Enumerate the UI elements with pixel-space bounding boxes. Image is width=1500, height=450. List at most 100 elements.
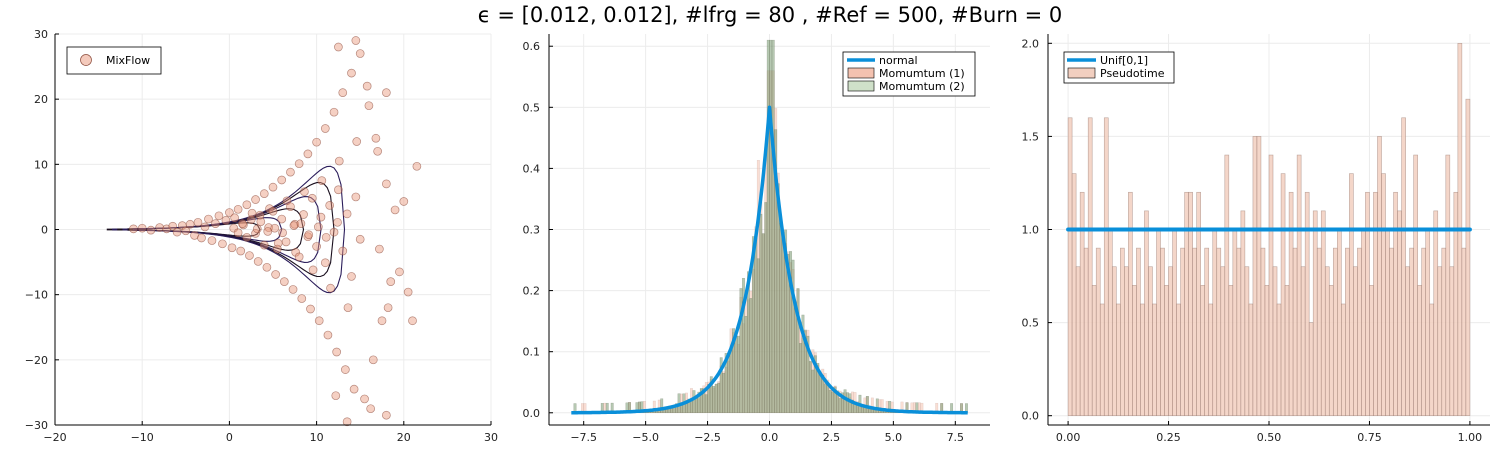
scatter-point <box>246 215 256 225</box>
scatter-point <box>326 283 335 293</box>
scatter-point <box>382 179 391 189</box>
scatter-point <box>233 228 243 238</box>
histogram-bar-pseudotime <box>1256 136 1262 416</box>
scatter-point <box>245 251 254 260</box>
x-tick-label: 7.5 <box>947 431 965 444</box>
histogram-bar-pseudotime <box>1324 266 1330 416</box>
y-tick-label: 10 <box>34 158 48 171</box>
histogram-bar-pseudotime <box>1341 303 1346 416</box>
scatter-point <box>342 209 352 219</box>
x-tick-label: 5.0 <box>885 431 903 444</box>
histogram-bar-momentum-2 <box>744 316 748 413</box>
scatter-point <box>294 252 304 262</box>
histogram-bar-pseudotime <box>1132 285 1137 416</box>
panel-momentum-histogram: −7.5 −5.0 −2.5 0.0 2.5 5.0 7.5 0.0 0.1 0.2 0.3 0.4 0… <box>523 34 990 444</box>
scatter-point <box>368 355 378 365</box>
histogram-bar-pseudotime <box>1429 303 1435 416</box>
histogram-bar-pseudotime <box>1308 322 1314 416</box>
histogram-bar-pseudotime <box>1385 229 1390 416</box>
histogram-bar-pseudotime <box>1357 247 1362 416</box>
scatter-point <box>207 236 217 245</box>
histogram-bar-pseudotime <box>1300 266 1306 416</box>
histogram-bar-momentum-2 <box>756 258 760 413</box>
histogram-bar-pseudotime <box>1144 210 1149 416</box>
histogram-bar-pseudotime <box>1103 117 1109 416</box>
y-tick-label: 1.0 <box>1022 224 1040 237</box>
histogram-bar-pseudotime <box>1176 303 1181 416</box>
histogram-bar-pseudotime <box>1099 303 1105 416</box>
scatter-point <box>408 316 417 326</box>
y-tick-label: 0.2 <box>523 285 541 298</box>
scatter-point <box>242 232 252 242</box>
histogram-bar-pseudotime <box>1107 229 1113 416</box>
scatter-point <box>197 233 206 243</box>
scatter-point <box>312 242 321 251</box>
histogram-bar-pseudotime <box>1111 266 1117 416</box>
scatter-point <box>371 133 381 143</box>
histogram-bar-pseudotime <box>1353 266 1358 416</box>
scatter-point <box>386 277 396 286</box>
scatter-point <box>286 167 295 177</box>
panel-pseudotime-histogram: 0.00 0.25 0.50 0.75 1.00 0.0 0.5 1.0 1.5 2.0 Unif[… <box>1022 34 1490 444</box>
scatter-point <box>323 330 333 340</box>
x-tick-label: −5.0 <box>632 431 659 444</box>
scatter-point <box>230 213 239 223</box>
scatter-point <box>289 221 299 230</box>
histogram-bar-pseudotime <box>1160 247 1165 416</box>
histogram-bar-pseudotime <box>1156 229 1161 416</box>
histogram-bar-pseudotime <box>1461 247 1467 416</box>
histogram-bar-pseudotime <box>1200 285 1206 416</box>
histogram-bar-momentum-2 <box>690 400 693 413</box>
histogram-bar-pseudotime <box>1437 266 1443 416</box>
x-tick-label: 0.0 <box>761 431 779 444</box>
y-tick-label: 1.5 <box>1022 130 1040 143</box>
scatter-point <box>129 224 138 234</box>
histogram-bar-pseudotime <box>1079 191 1085 416</box>
scatter-point <box>342 417 352 427</box>
scatter-point <box>331 391 341 401</box>
histogram-bar-momentum-2 <box>717 382 721 413</box>
histogram-bar-pseudotime <box>1397 210 1402 416</box>
histogram-bar-pseudotime <box>1373 191 1378 416</box>
histogram-bar-momentum-2 <box>865 396 869 413</box>
x-tick-label: 2.5 <box>823 431 841 444</box>
histogram-bar-momentum-2 <box>794 303 797 413</box>
histogram-bar-pseudotime <box>1252 136 1258 416</box>
x-tick-label: 1.00 <box>1458 431 1483 444</box>
histogram-bar-pseudotime <box>1413 154 1418 416</box>
scatter-point <box>317 176 327 185</box>
histogram-bar-pseudotime <box>1228 285 1234 416</box>
x-tick-label: 0.25 <box>1156 431 1181 444</box>
histogram-bar-pseudotime <box>1240 210 1246 416</box>
scatter-point <box>395 267 404 277</box>
histogram-bar-momentum-2 <box>764 202 768 413</box>
scatter-point <box>349 384 359 394</box>
histogram-bar-momentum-2 <box>766 39 770 413</box>
legend-label: MixFlow <box>106 54 150 67</box>
histogram-bar-pseudotime <box>1312 210 1318 416</box>
histogram-bar-momentum-2 <box>722 373 726 413</box>
scatter-point <box>360 394 369 404</box>
histogram-bar-pseudotime <box>1244 266 1250 416</box>
scatter-point <box>338 88 348 98</box>
histogram-bar-pseudotime <box>1172 229 1177 416</box>
x-tick-label: 0.00 <box>1056 431 1081 444</box>
histogram-bar-pseudotime <box>1140 303 1145 416</box>
scatter-point <box>236 246 246 256</box>
y-tick-label: 0.5 <box>1022 317 1040 330</box>
legend-label-pseudotime: Pseudotime <box>1100 67 1165 80</box>
scatter-point <box>251 229 260 238</box>
histogram-bar-pseudotime <box>1433 210 1439 416</box>
histogram-bar-momentum-2 <box>823 383 827 413</box>
histogram-bar-pseudotime <box>1136 247 1141 416</box>
histogram-bars <box>1067 43 1471 416</box>
scatter-point <box>296 219 306 228</box>
histogram-bar-pseudotime <box>1148 266 1153 416</box>
histogram-bar-momentum-2 <box>704 394 708 413</box>
histogram-bar-pseudotime <box>1067 117 1073 416</box>
histogram-bar-pseudotime <box>1124 266 1129 416</box>
x-tick-label: −2.5 <box>694 431 721 444</box>
legend: MixFlow <box>66 46 162 75</box>
histogram-bar-pseudotime <box>1232 229 1238 416</box>
